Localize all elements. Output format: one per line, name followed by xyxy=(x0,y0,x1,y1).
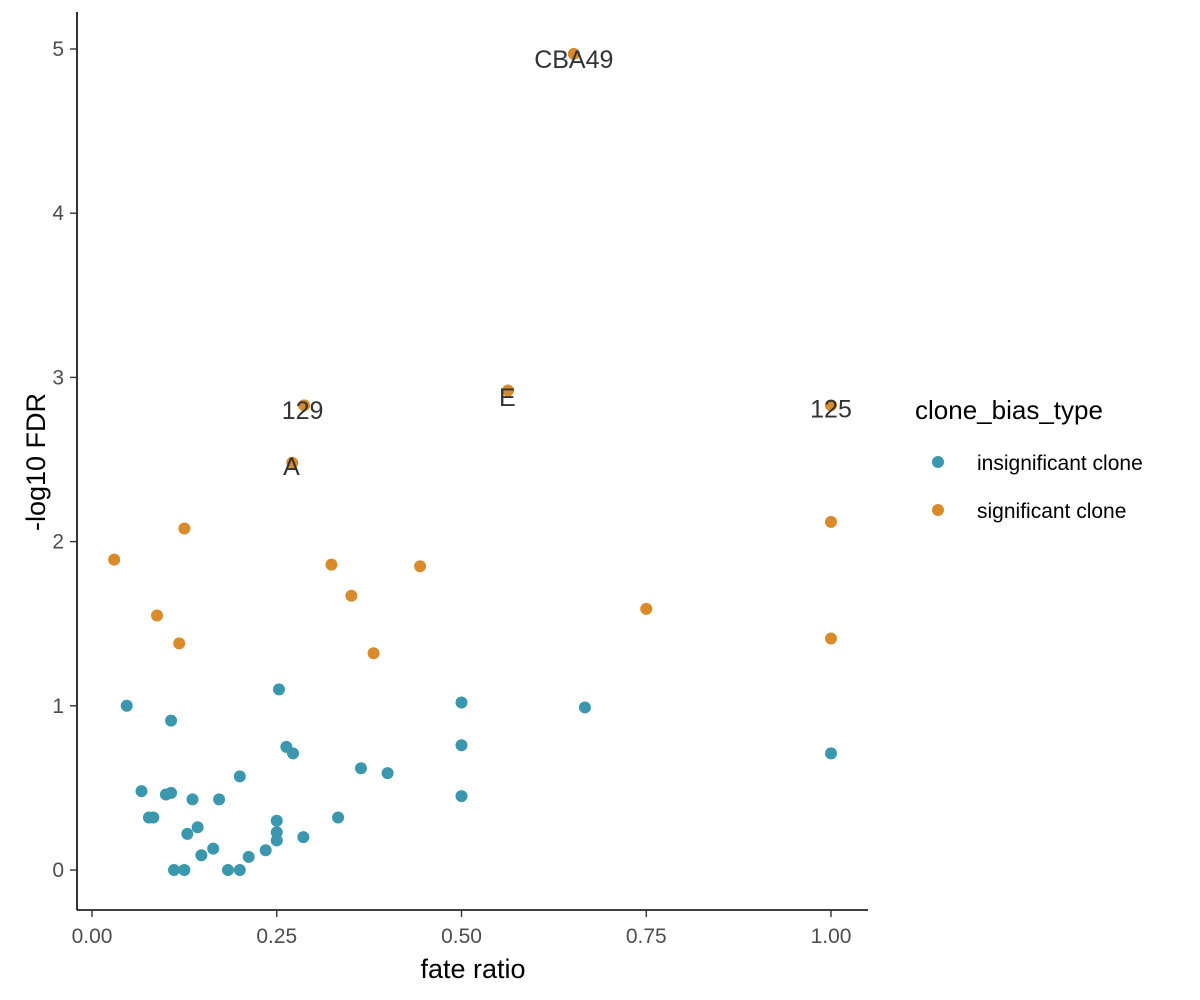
data-point-insignificant-clone xyxy=(270,814,283,827)
data-point-significant-clone xyxy=(640,602,653,615)
y-tick-label: 4 xyxy=(52,202,64,225)
legend-title: clone_bias_type xyxy=(915,395,1103,425)
y-tick-label: 0 xyxy=(52,859,64,882)
data-point-significant-clone xyxy=(367,647,380,660)
points-layer xyxy=(108,47,837,876)
data-point-insignificant-clone xyxy=(259,844,272,857)
x-tick-label: 1.00 xyxy=(811,925,852,948)
data-point-insignificant-clone xyxy=(242,850,255,863)
data-point-significant-clone xyxy=(825,632,837,645)
data-point-insignificant-clone xyxy=(297,831,310,844)
data-point-significant-clone xyxy=(286,456,299,469)
x-axis-title: fate ratio xyxy=(420,954,525,984)
y-axis-title: -log10 FDR xyxy=(21,393,51,531)
data-point-insignificant-clone xyxy=(165,714,178,727)
data-point-insignificant-clone xyxy=(195,849,208,862)
legend-label-insignificant: insignificant clone xyxy=(977,452,1143,475)
data-point-insignificant-clone xyxy=(233,770,246,783)
point-annotation: E xyxy=(499,384,516,412)
data-point-insignificant-clone xyxy=(233,864,246,876)
data-point-insignificant-clone xyxy=(165,786,178,799)
annotations-layer: CBA49 129 A E 125 xyxy=(282,46,852,481)
data-point-insignificant-clone xyxy=(191,821,204,834)
data-point-insignificant-clone xyxy=(168,864,181,876)
data-point-insignificant-clone xyxy=(147,811,160,824)
y-tick-label: 1 xyxy=(52,695,64,718)
data-point-insignificant-clone xyxy=(181,827,194,840)
data-point-insignificant-clone xyxy=(221,864,234,876)
point-annotation: A xyxy=(283,453,300,481)
data-point-insignificant-clone xyxy=(270,826,283,839)
data-point-insignificant-clone xyxy=(186,793,199,806)
data-point-significant-clone xyxy=(151,609,164,622)
data-point-insignificant-clone xyxy=(455,739,468,752)
y-tick-label: 2 xyxy=(52,531,64,554)
data-point-insignificant-clone xyxy=(135,785,148,798)
data-point-significant-clone xyxy=(108,553,121,566)
data-point-significant-clone xyxy=(825,515,837,528)
x-tick-label: 0.00 xyxy=(72,925,113,948)
y-tick-label: 3 xyxy=(52,366,64,389)
axes-layer: 0.00 0.25 0.50 0.75 1.00 0 1 2 3 4 5 xyxy=(52,12,868,948)
legend-marker-significant xyxy=(932,504,944,516)
data-point-insignificant-clone xyxy=(272,683,285,696)
x-tick-label: 0.25 xyxy=(256,925,297,948)
data-point-significant-clone xyxy=(178,522,191,535)
data-point-insignificant-clone xyxy=(270,834,283,847)
data-point-significant-clone xyxy=(825,399,837,412)
data-point-significant-clone xyxy=(502,384,515,397)
point-annotation: CBA49 xyxy=(534,46,613,74)
data-point-insignificant-clone xyxy=(120,699,133,712)
legend: clone_bias_type insignificant clone sign… xyxy=(915,395,1143,523)
data-point-insignificant-clone xyxy=(354,762,367,775)
data-point-insignificant-clone xyxy=(178,864,191,876)
data-point-insignificant-clone xyxy=(455,790,468,803)
data-point-insignificant-clone xyxy=(381,767,394,780)
x-tick-label: 0.75 xyxy=(626,925,667,948)
point-annotation: 129 xyxy=(282,397,324,425)
y-tick-label: 5 xyxy=(52,38,64,61)
data-point-insignificant-clone xyxy=(287,747,300,760)
data-point-insignificant-clone xyxy=(825,747,837,760)
data-point-significant-clone xyxy=(345,589,358,602)
data-point-insignificant-clone xyxy=(207,842,220,855)
data-point-insignificant-clone xyxy=(213,793,226,806)
data-point-significant-clone xyxy=(325,558,338,571)
legend-marker-insignificant xyxy=(932,456,944,468)
data-point-insignificant-clone xyxy=(578,701,591,714)
legend-label-significant: significant clone xyxy=(977,500,1126,523)
point-annotation: 125 xyxy=(810,396,852,424)
data-point-insignificant-clone xyxy=(332,811,345,824)
data-point-significant-clone xyxy=(414,560,427,573)
data-point-significant-clone xyxy=(298,399,311,412)
data-point-significant-clone xyxy=(173,637,186,650)
data-point-significant-clone xyxy=(567,47,580,60)
data-point-insignificant-clone xyxy=(455,696,468,709)
x-tick-label: 0.50 xyxy=(441,925,482,948)
